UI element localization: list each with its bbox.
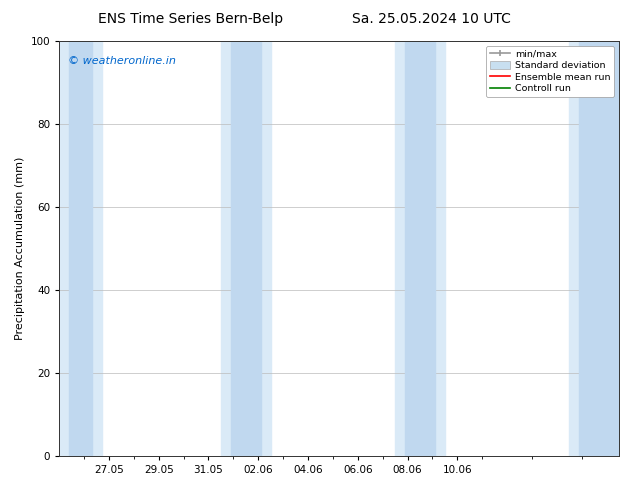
Legend: min/max, Standard deviation, Ensemble mean run, Controll run: min/max, Standard deviation, Ensemble me… — [486, 46, 614, 97]
Bar — [569, 41, 619, 456]
Bar — [579, 41, 619, 456]
Bar — [231, 41, 261, 456]
Bar — [221, 41, 271, 456]
Y-axis label: Precipitation Accumulation (mm): Precipitation Accumulation (mm) — [15, 157, 25, 340]
Text: © weatheronline.in: © weatheronline.in — [68, 55, 176, 66]
Bar — [59, 41, 101, 456]
Bar — [405, 41, 435, 456]
Text: ENS Time Series Bern-Belp: ENS Time Series Bern-Belp — [98, 12, 283, 26]
Bar — [69, 41, 91, 456]
Text: Sa. 25.05.2024 10 UTC: Sa. 25.05.2024 10 UTC — [352, 12, 510, 26]
Bar — [395, 41, 445, 456]
